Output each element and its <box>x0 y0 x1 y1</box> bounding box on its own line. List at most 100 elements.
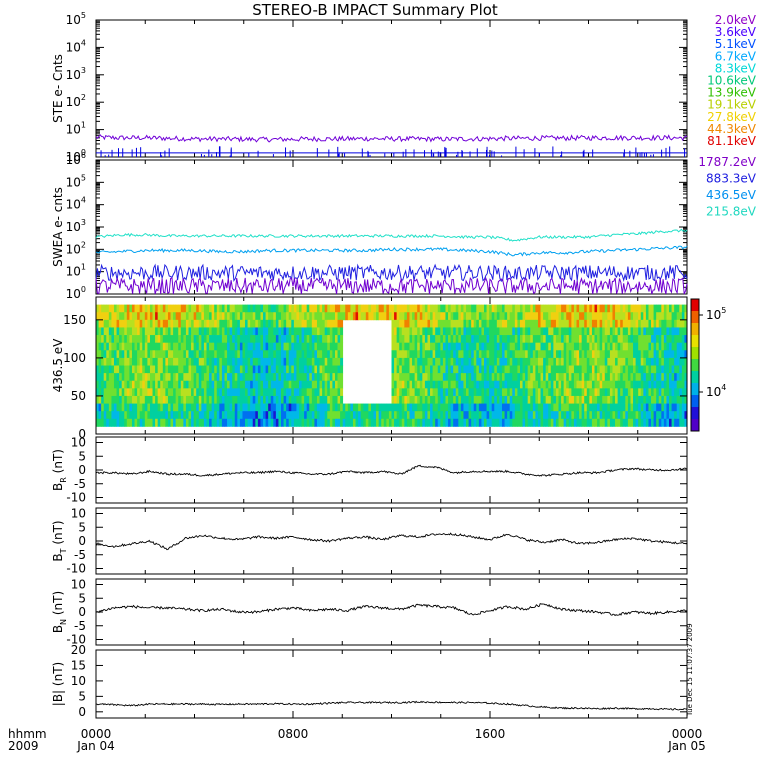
pad-cell <box>466 395 469 404</box>
pad-cell <box>144 365 148 374</box>
pad-cell <box>255 312 259 321</box>
pad-cell <box>103 373 107 382</box>
pad-cell <box>265 335 269 344</box>
pad-cell <box>573 312 577 321</box>
pad-cell <box>304 380 308 389</box>
pad-cell <box>180 395 184 404</box>
pad-cell <box>144 418 148 427</box>
pad-cell <box>108 357 112 366</box>
pad-cell <box>640 350 644 359</box>
pad-cell <box>612 418 616 427</box>
pad-cell <box>162 388 166 397</box>
pad-cell <box>504 373 508 382</box>
pad-cell <box>329 403 333 412</box>
pad-cell <box>679 304 683 313</box>
pad-cell <box>263 304 266 313</box>
pad-cell <box>116 373 120 382</box>
pad-cell <box>681 365 685 374</box>
pad-cell <box>422 312 426 321</box>
pad-cell <box>507 312 511 321</box>
pad-cell <box>237 411 241 420</box>
pad-cell <box>501 403 505 412</box>
pad-cell <box>437 342 441 351</box>
pad-cell <box>283 373 287 382</box>
pad-cell <box>653 403 657 412</box>
pad-cell <box>316 350 320 359</box>
pad-cell <box>568 411 572 420</box>
pad-cell <box>645 312 649 321</box>
pad-cell <box>440 312 444 321</box>
pad-cell <box>576 335 580 344</box>
pad-cell <box>651 342 654 351</box>
pad-cell <box>116 411 120 420</box>
pad-cell <box>394 319 398 328</box>
pad-cell <box>191 304 195 313</box>
pad-cell <box>162 365 166 374</box>
pad-cell <box>165 365 169 374</box>
pad-cell <box>586 373 590 382</box>
ste-legend-label: 27.8keV <box>707 110 757 124</box>
pad-cell <box>607 312 611 321</box>
pad-cell <box>615 312 619 321</box>
pad-cell <box>124 373 128 382</box>
pad-cell <box>221 380 225 389</box>
pad-cell <box>278 380 282 389</box>
pad-cell <box>509 304 513 313</box>
pad-cell <box>247 319 251 328</box>
pad-cell <box>234 403 238 412</box>
pad-cell <box>224 357 228 366</box>
pad-cell <box>607 395 611 404</box>
pad-cell <box>532 411 536 420</box>
pad-cell <box>609 319 613 328</box>
pad-cell <box>211 357 215 366</box>
pad-cell <box>669 411 672 420</box>
pad-cell <box>666 395 670 404</box>
pad-cell <box>573 342 577 351</box>
pad-cell <box>116 380 120 389</box>
pad-cell <box>550 357 554 366</box>
pad-cell <box>119 395 123 404</box>
pad-cell <box>442 388 446 397</box>
pad-cell <box>537 373 541 382</box>
pad-cell <box>537 335 541 344</box>
pad-cell <box>679 411 683 420</box>
pad-cell <box>391 365 395 374</box>
pad-cell <box>152 380 156 389</box>
pad-cell <box>162 350 166 359</box>
pad-cell <box>442 373 446 382</box>
pad-cell <box>522 373 526 382</box>
pad-cell <box>674 403 678 412</box>
pad-cell <box>684 304 688 313</box>
pad-cell <box>275 365 279 374</box>
pad-cell <box>319 388 323 397</box>
pad-cell <box>113 350 117 359</box>
pad-cell <box>602 312 606 321</box>
pad-cell <box>435 403 439 412</box>
pad-cell <box>358 304 362 313</box>
pad-cell <box>265 373 269 382</box>
pad-cell <box>669 365 672 374</box>
pad-cell <box>329 388 333 397</box>
pad-cell <box>283 418 287 427</box>
pad-cell <box>191 319 195 328</box>
pad-cell <box>512 304 516 313</box>
pad-cell <box>121 335 125 344</box>
pad-cell <box>293 388 297 397</box>
pad-cell <box>299 312 302 321</box>
pad-cell <box>350 312 354 321</box>
pad-cell <box>337 342 341 351</box>
pad-cell <box>273 365 277 374</box>
pad-cell <box>98 350 102 359</box>
pad-cell <box>103 304 107 313</box>
pad-cell <box>522 411 526 420</box>
pad-cell <box>648 373 652 382</box>
pad-cell <box>301 403 305 412</box>
pad-cell <box>458 380 462 389</box>
pad-cell <box>414 388 418 397</box>
pad-cell <box>139 403 143 412</box>
pad-cell <box>679 373 683 382</box>
pad-cell <box>268 312 272 321</box>
pad-cell <box>417 312 421 321</box>
pad-cell <box>165 388 169 397</box>
pad-cell <box>286 312 290 321</box>
